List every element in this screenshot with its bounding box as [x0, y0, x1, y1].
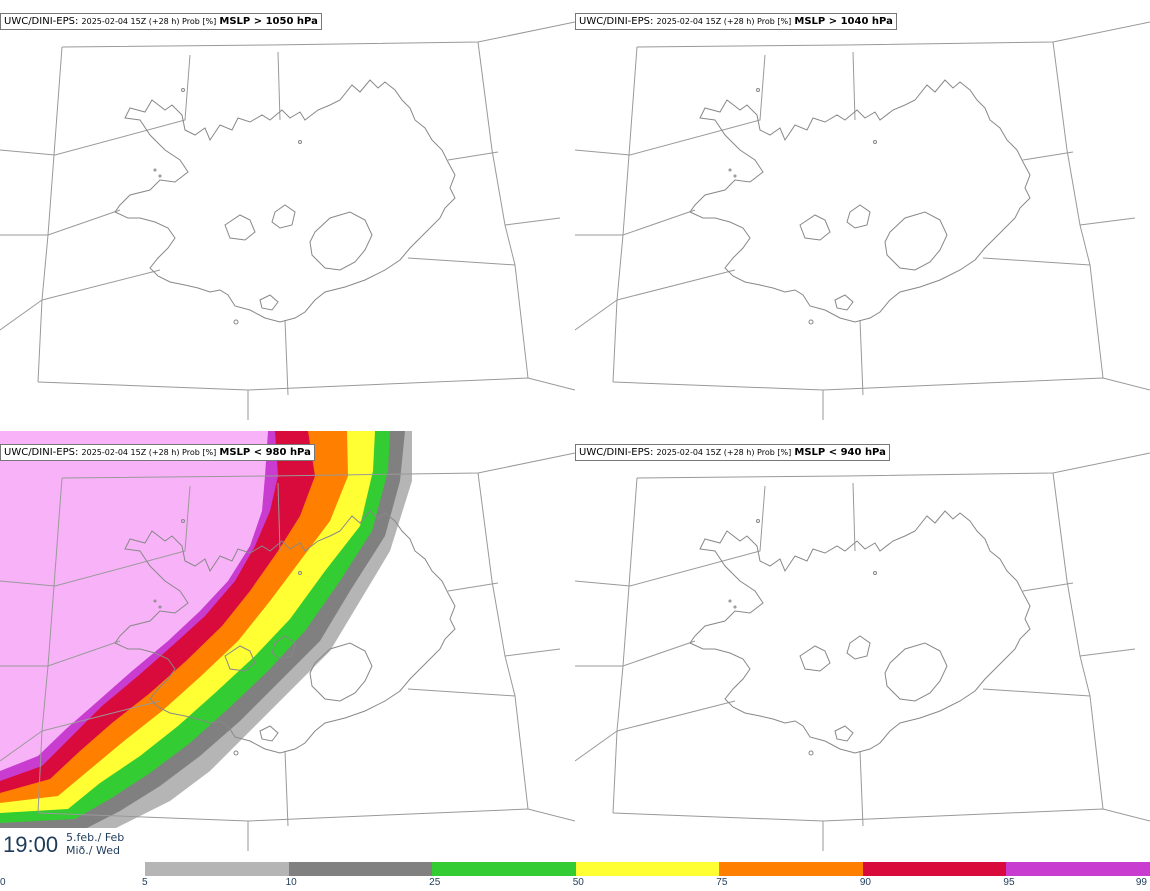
legend-label: 99 — [1135, 877, 1147, 888]
valid-date: 5.feb./ Feb Mið./ Wed — [66, 831, 124, 857]
panel-title-2: UWC/DINI-EPS: 2025-02-04 15Z (+28 h) Pro… — [575, 13, 897, 30]
map-panel-3: UWC/DINI-EPS: 2025-02-04 15Z (+28 h) Pro… — [0, 431, 575, 862]
field-name: MSLP > 1050 hPa — [219, 16, 318, 27]
map-canvas-3 — [0, 431, 575, 852]
valid-date-line1: 5.feb./ Feb — [66, 831, 125, 844]
run-info: 2025-02-04 15Z (+28 h) Prob [%] — [81, 17, 217, 26]
legend-segment — [1006, 862, 1150, 876]
legend-label: 95 — [1003, 877, 1015, 888]
map-panel-2: UWC/DINI-EPS: 2025-02-04 15Z (+28 h) Pro… — [575, 0, 1150, 431]
run-info: 2025-02-04 15Z (+28 h) Prob [%] — [656, 448, 792, 457]
valid-time: 19:00 — [3, 832, 59, 857]
panel-title-4: UWC/DINI-EPS: 2025-02-04 15Z (+28 h) Pro… — [575, 444, 890, 461]
prob-band-99 — [0, 431, 268, 771]
legend-segment — [862, 862, 1007, 876]
model-name: UWC/DINI-EPS — [4, 16, 75, 27]
model-name: UWC/DINI-EPS — [579, 16, 650, 27]
legend-segment — [432, 862, 576, 876]
legend-label: 90 — [859, 877, 871, 888]
legend-segment — [288, 862, 433, 876]
legend-segment — [719, 862, 863, 876]
run-info: 2025-02-04 15Z (+28 h) Prob [%] — [81, 448, 217, 457]
legend-label: 0 — [0, 877, 6, 888]
map-canvas-4 — [575, 452, 1150, 852]
legend-label: 10 — [285, 877, 297, 888]
legend-label: 5 — [142, 877, 148, 888]
field-name: MSLP < 940 hPa — [794, 447, 886, 458]
probability-shading — [0, 431, 412, 841]
legend-label: 25 — [429, 877, 441, 888]
legend-segment — [575, 862, 720, 876]
model-name: UWC/DINI-EPS — [579, 447, 650, 458]
legend-label: 50 — [572, 877, 584, 888]
panel-title-1: UWC/DINI-EPS: 2025-02-04 15Z (+28 h) Pro… — [0, 13, 322, 30]
panel-title-3: UWC/DINI-EPS: 2025-02-04 15Z (+28 h) Pro… — [0, 444, 315, 461]
legend-segment — [145, 862, 289, 876]
model-name: UWC/DINI-EPS — [4, 447, 75, 458]
legend-label: 75 — [716, 877, 728, 888]
map-panel-1: UWC/DINI-EPS: 2025-02-04 15Z (+28 h) Pro… — [0, 0, 575, 431]
field-name: MSLP > 1040 hPa — [794, 16, 893, 27]
map-canvas-2 — [575, 21, 1150, 421]
valid-date-line2: Mið./ Wed — [66, 844, 120, 857]
valid-time-box: 19:00 5.feb./ Feb Mið./ Wed — [0, 828, 129, 862]
map-panel-4: UWC/DINI-EPS: 2025-02-04 15Z (+28 h) Pro… — [575, 431, 1150, 862]
field-name: MSLP < 980 hPa — [219, 447, 311, 458]
probability-legend-bar — [145, 862, 1150, 876]
probability-legend-labels: 0 5 10 25 50 75 90 95 99 — [0, 877, 1150, 891]
map-canvas-1 — [0, 21, 575, 421]
run-info: 2025-02-04 15Z (+28 h) Prob [%] — [656, 17, 792, 26]
